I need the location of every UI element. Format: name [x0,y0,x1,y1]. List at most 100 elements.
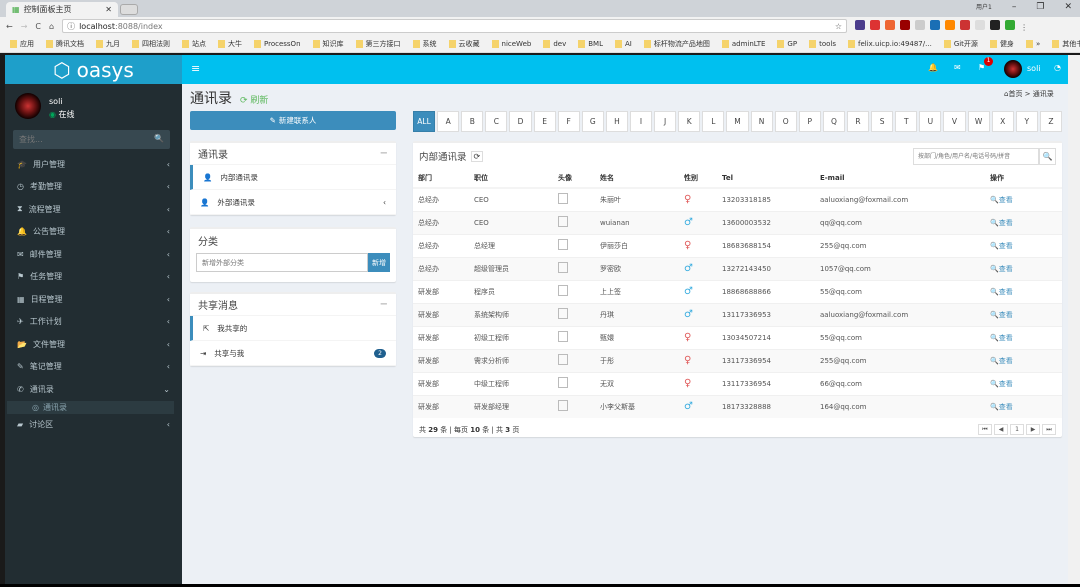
letter-filter-k[interactable]: K [678,111,701,132]
new-contact-button[interactable]: ✎ 新建联系人 [190,111,396,130]
category-input[interactable] [196,253,368,272]
new-tab-button[interactable] [120,4,138,15]
bookmark-item[interactable]: 第三方接口 [355,39,401,49]
view-button[interactable]: 🔍查看 [990,333,1013,342]
view-button[interactable]: 🔍查看 [990,379,1013,388]
minimize-button[interactable]: – [1011,2,1017,12]
sidebar-item[interactable]: ✎ 笔记管理 ‹ [17,362,170,372]
bookmark-item[interactable]: Git开源 [943,39,978,49]
letter-filter-a[interactable]: A [437,111,460,132]
sidebar-item[interactable]: 🔔 公告管理 ‹ [17,227,170,237]
table-search-input[interactable] [913,147,1039,165]
extension-icon[interactable] [900,20,911,30]
my-shared-item[interactable]: ⇱ 我共享的 [190,316,396,341]
bell-icon[interactable]: 🔔 [928,63,938,72]
browser-tab[interactable]: ▦ 控制面板主页 ✕ [6,2,118,17]
letter-filter-z[interactable]: Z [1039,111,1062,132]
letter-filter-f[interactable]: F [557,111,580,132]
collapse-button[interactable]: − [379,299,388,310]
view-button[interactable]: 🔍查看 [990,310,1013,319]
flag-icon[interactable]: ⚑ [978,63,986,72]
forward-icon[interactable]: → [20,21,28,31]
extension-icon[interactable] [930,20,941,30]
letter-filter-n[interactable]: N [750,111,773,132]
back-icon[interactable]: ← [6,21,13,31]
extension-icon[interactable] [915,20,926,30]
collapse-button[interactable]: − [379,148,388,159]
refresh-link[interactable]: ⟳ 刷新 [240,96,269,106]
settings-icon[interactable]: ◔ [1054,63,1061,72]
bookmark-item[interactable]: 其他书签 [1052,39,1080,49]
scrollbar[interactable] [1068,55,1080,585]
sidebar-item[interactable]: ✆ 通讯录 ⌄ [17,384,170,394]
view-button[interactable]: 🔍查看 [990,287,1013,296]
sidebar-item[interactable]: ▰ 讨论区 ‹ [17,420,170,430]
extension-icon[interactable] [945,20,956,30]
star-icon[interactable]: ☆ [834,21,843,31]
url-bar[interactable]: ⓘ localhost:8088/index ☆ [62,19,848,33]
close-window-button[interactable]: ✕ [1064,2,1072,12]
sidebar-item[interactable]: ⚑ 任务管理 ‹ [17,272,170,282]
bookmark-item[interactable]: niceWeb [491,39,531,48]
add-category-button[interactable]: 新增 [368,253,390,272]
bookmark-item[interactable]: AI [614,39,632,48]
internal-contacts-item[interactable]: 👤 内部通讯录 [190,165,396,190]
sidebar-item[interactable]: ✉ 邮件管理 ‹ [17,249,170,259]
extension-icon[interactable] [870,20,881,30]
reload-icon[interactable]: C [35,21,41,31]
evernote-icon[interactable] [1005,20,1016,30]
letter-filter-all[interactable]: ALL [413,111,436,132]
bookmark-item[interactable]: 标杆物流产品地图 [643,39,710,49]
view-button[interactable]: 🔍查看 [990,218,1013,227]
bookmark-item[interactable]: 云收藏 [448,39,480,49]
view-button[interactable]: 🔍查看 [990,402,1013,411]
bookmark-item[interactable]: 知识库 [312,39,344,49]
letter-filter-l[interactable]: L [702,111,725,132]
close-tab-icon[interactable]: ✕ [105,5,112,14]
logo[interactable]: ⬡ oasys [5,55,182,84]
view-button[interactable]: 🔍查看 [990,241,1013,250]
letter-filter-b[interactable]: B [461,111,484,132]
letter-filter-j[interactable]: J [654,111,677,132]
menu-icon[interactable]: ⋮ [1020,23,1029,32]
envelope-icon[interactable]: ✉ [954,63,961,72]
sidebar-item[interactable]: ◷ 考勤管理 ‹ [17,182,170,192]
bookmark-item[interactable]: 腾讯文档 [46,39,84,49]
sidebar-item[interactable]: ✈ 工作计划 ‹ [17,317,170,327]
letter-filter-g[interactable]: G [581,111,604,132]
bookmark-item[interactable]: adminLTE [721,39,765,48]
home-icon[interactable]: ⌂ [49,21,55,31]
bookmark-item[interactable]: 站点 [182,39,206,49]
letter-filter-s[interactable]: S [871,111,894,132]
extension-icon[interactable] [960,20,971,30]
letter-filter-u[interactable]: U [919,111,942,132]
letter-filter-h[interactable]: H [605,111,628,132]
bookmark-item[interactable]: dev [543,39,566,48]
profile-label[interactable]: 用户1 [976,4,992,11]
letter-filter-p[interactable]: P [798,111,821,132]
letter-filter-w[interactable]: W [967,111,990,132]
view-button[interactable]: 🔍查看 [990,356,1013,365]
external-contacts-item[interactable]: 👤 外部通讯录 ‹ [190,190,396,215]
bookmark-item[interactable]: 九月 [96,39,120,49]
prev-page-button[interactable]: ◀ [994,424,1008,435]
search-button[interactable]: 🔍 [1039,147,1056,165]
extension-icon[interactable] [885,20,896,30]
letter-filter-m[interactable]: M [726,111,749,132]
extension-icon[interactable] [855,20,866,30]
bookmark-item[interactable]: » [1025,39,1040,48]
letter-filter-i[interactable]: I [629,111,653,132]
bookmark-item[interactable]: 应用 [10,39,34,49]
next-page-button[interactable]: ▶ [1026,424,1040,435]
bookmark-item[interactable]: 大牛 [218,39,242,49]
refresh-icon[interactable]: ⟳ [470,150,484,162]
bookmark-item[interactable]: GP [777,39,797,48]
bookmark-item[interactable]: 四相法则 [132,39,170,49]
sidebar-search[interactable]: 查找... 🔍 [13,130,170,149]
letter-filter-c[interactable]: C [485,111,508,132]
last-page-button[interactable]: ⏭ [1042,424,1056,435]
bookmark-item[interactable]: BML [578,39,603,48]
sidebar-item[interactable]: ▦ 日程管理 ‹ [17,294,170,304]
letter-filter-t[interactable]: T [895,111,918,132]
letter-filter-e[interactable]: E [533,111,556,132]
